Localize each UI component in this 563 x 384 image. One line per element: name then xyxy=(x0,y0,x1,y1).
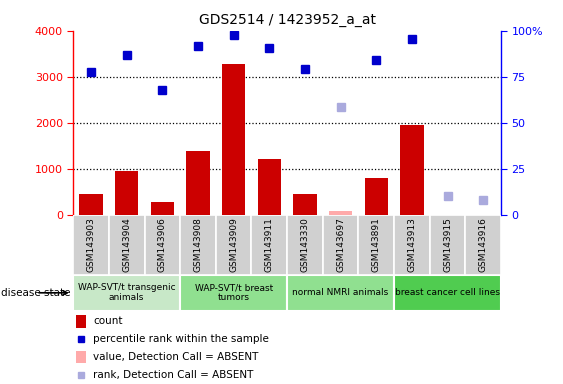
Bar xyxy=(75,315,86,328)
Bar xyxy=(359,215,394,275)
Bar xyxy=(323,215,359,275)
Bar xyxy=(180,215,216,275)
Title: GDS2514 / 1423952_a_at: GDS2514 / 1423952_a_at xyxy=(199,13,376,27)
Bar xyxy=(293,194,316,215)
Bar xyxy=(258,159,281,215)
Bar xyxy=(73,275,180,311)
Bar xyxy=(79,194,102,215)
Bar xyxy=(115,171,138,215)
Text: GSM143908: GSM143908 xyxy=(194,217,203,272)
Bar xyxy=(394,215,430,275)
Text: rank, Detection Call = ABSENT: rank, Detection Call = ABSENT xyxy=(93,370,254,380)
Text: GSM143913: GSM143913 xyxy=(408,217,417,272)
Text: GSM143903: GSM143903 xyxy=(87,217,96,272)
Bar xyxy=(394,275,501,311)
Bar xyxy=(73,215,109,275)
Text: breast cancer cell lines: breast cancer cell lines xyxy=(395,288,500,297)
Bar xyxy=(222,64,245,215)
Bar xyxy=(287,215,323,275)
Text: WAP-SVT/t transgenic
animals: WAP-SVT/t transgenic animals xyxy=(78,283,176,303)
Text: GSM143330: GSM143330 xyxy=(301,217,310,272)
Bar xyxy=(329,211,352,215)
Text: count: count xyxy=(93,316,123,326)
Bar xyxy=(252,215,287,275)
Text: GSM143915: GSM143915 xyxy=(443,217,452,272)
Text: normal NMRI animals: normal NMRI animals xyxy=(293,288,388,297)
Text: GSM143906: GSM143906 xyxy=(158,217,167,272)
Text: WAP-SVT/t breast
tumors: WAP-SVT/t breast tumors xyxy=(195,283,272,303)
Text: value, Detection Call = ABSENT: value, Detection Call = ABSENT xyxy=(93,352,258,362)
Text: GSM143904: GSM143904 xyxy=(122,217,131,272)
Text: GSM143911: GSM143911 xyxy=(265,217,274,272)
Text: GSM143697: GSM143697 xyxy=(336,217,345,272)
Text: disease state: disease state xyxy=(2,288,71,298)
Bar xyxy=(287,275,394,311)
Text: percentile rank within the sample: percentile rank within the sample xyxy=(93,334,269,344)
Bar xyxy=(109,215,145,275)
Bar xyxy=(75,351,86,363)
Text: GSM143891: GSM143891 xyxy=(372,217,381,272)
Bar xyxy=(365,178,388,215)
Text: GSM143909: GSM143909 xyxy=(229,217,238,272)
Bar xyxy=(216,215,252,275)
Bar xyxy=(151,202,174,215)
Bar xyxy=(186,151,209,215)
Bar xyxy=(180,275,287,311)
Bar xyxy=(400,125,423,215)
Text: GSM143916: GSM143916 xyxy=(479,217,488,272)
Bar xyxy=(145,215,180,275)
Bar xyxy=(466,215,501,275)
Bar xyxy=(430,215,466,275)
